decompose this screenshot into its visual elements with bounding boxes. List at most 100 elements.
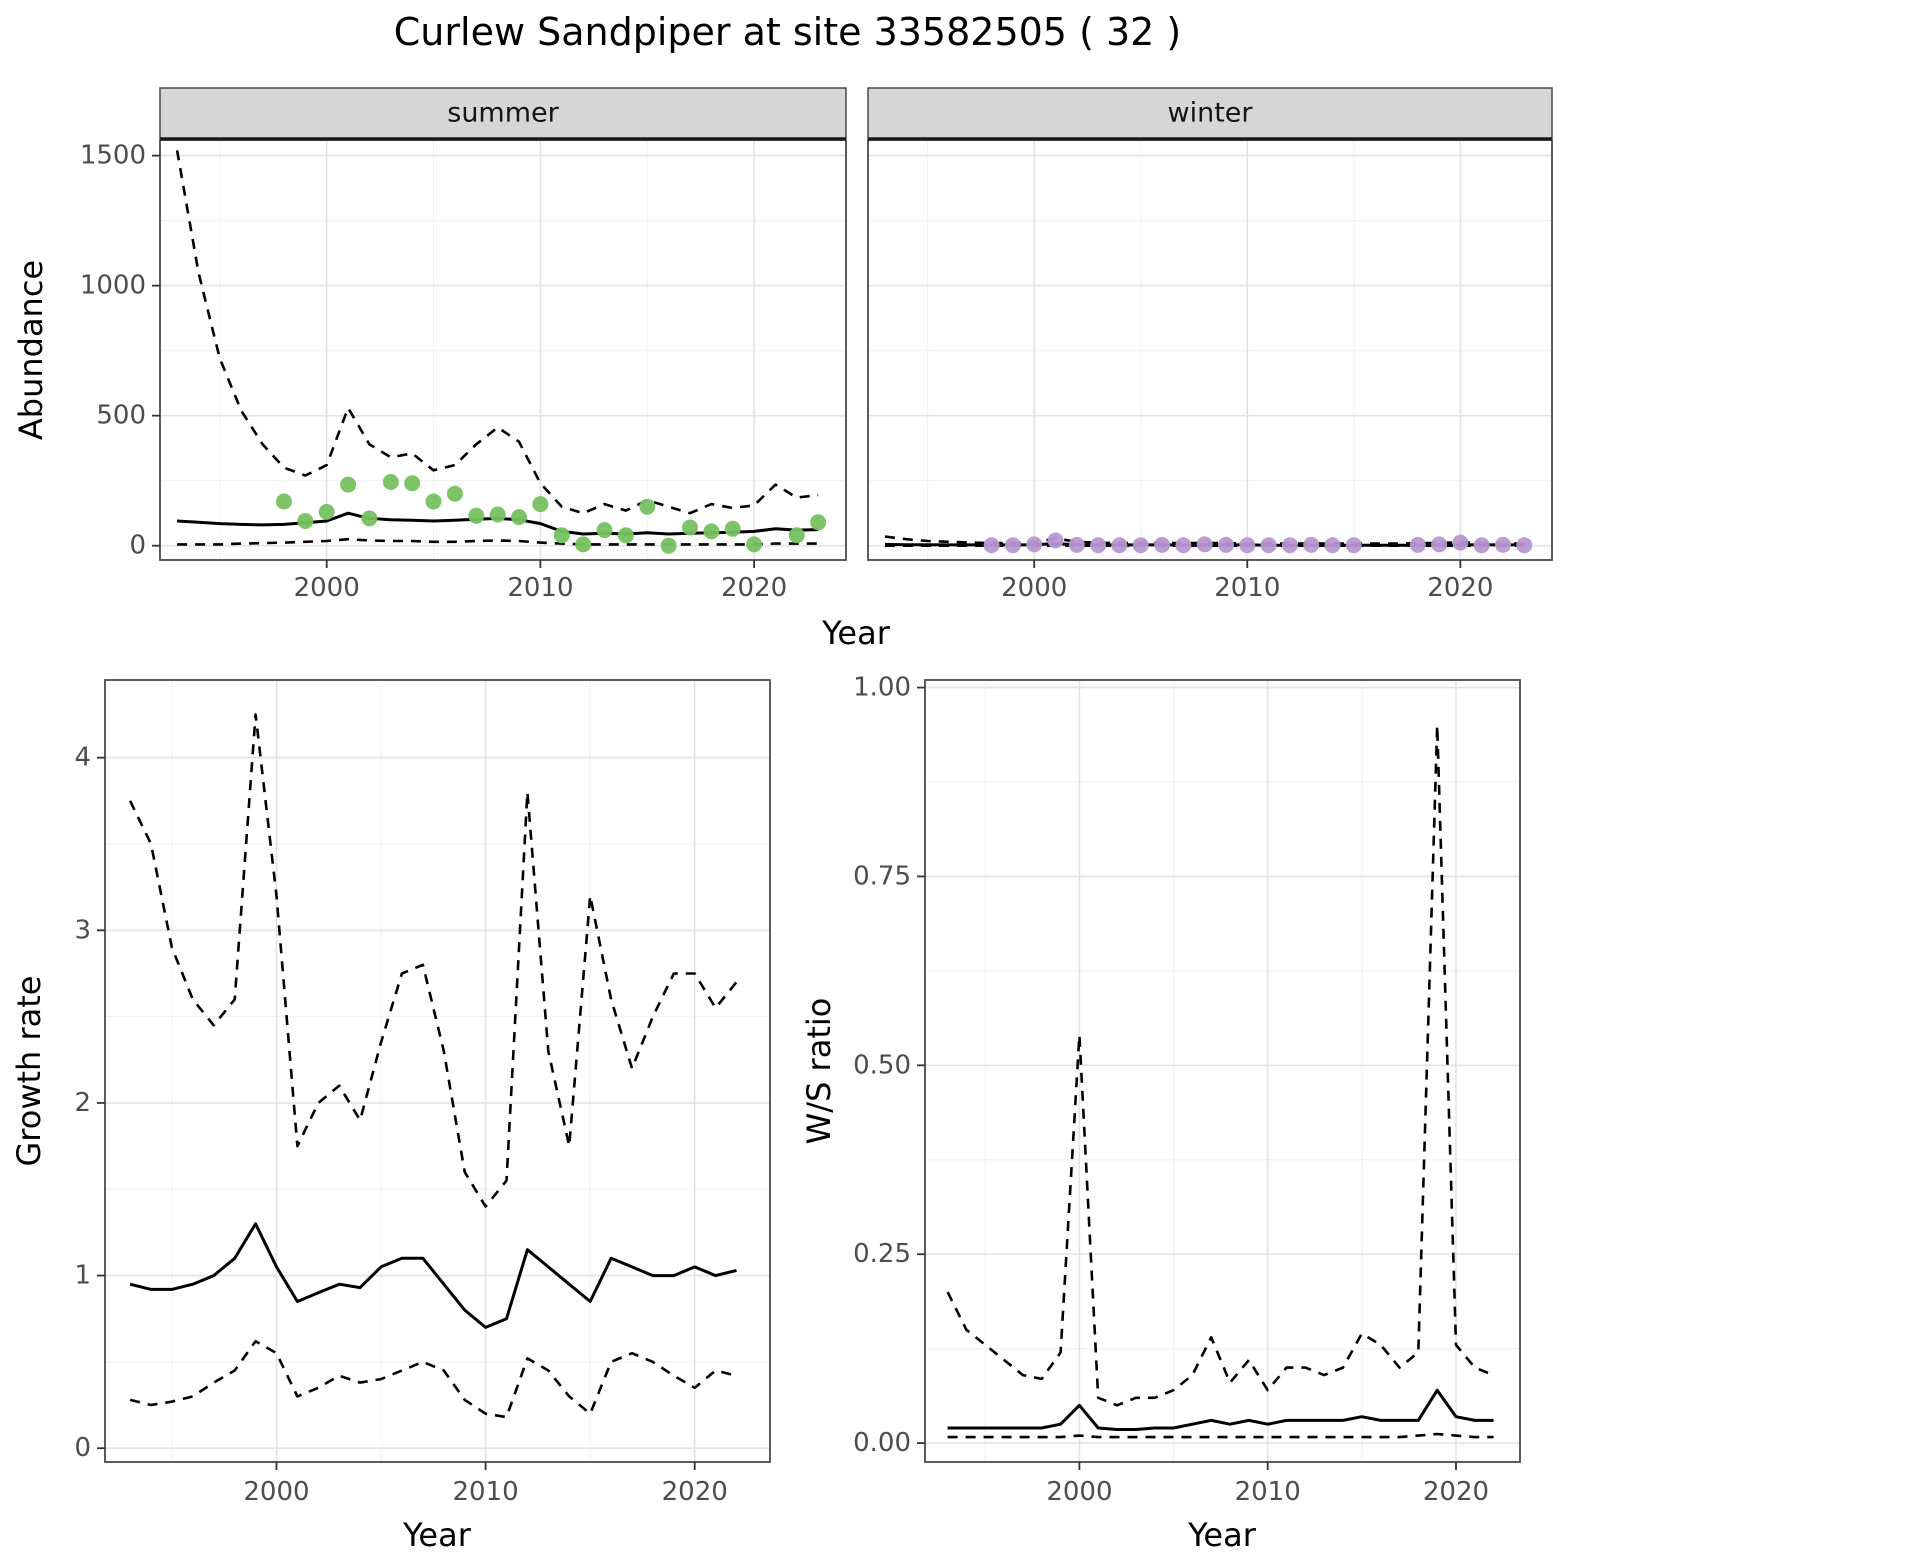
data-point <box>1260 537 1277 554</box>
x-tick-label: 2020 <box>721 573 787 603</box>
x-tick-label: 2010 <box>453 1477 519 1507</box>
facet-strip <box>159 87 847 139</box>
panel-abundance-winter: 2000 2010 2020 winter <box>867 87 1553 603</box>
y-axis-title-growth-rate: Growth rate <box>10 976 48 1167</box>
data-point <box>703 523 720 540</box>
panel-abundance-summer: 2000 2010 2020 0 500 1000 1500 summer <box>80 87 847 603</box>
data-point <box>489 506 506 523</box>
y-tick-label: 2 <box>74 1088 91 1118</box>
series-upper-ci <box>946 724 1495 1407</box>
y-tick-label: 0.50 <box>853 1050 911 1080</box>
data-point <box>596 522 613 539</box>
y-tick-label: 0 <box>74 1433 91 1463</box>
data-point <box>1495 536 1511 553</box>
data-point <box>810 514 827 531</box>
data-point <box>404 475 421 492</box>
data-point <box>1132 537 1149 554</box>
data-point <box>639 498 656 515</box>
y-tick-label: 500 <box>96 401 146 431</box>
data-point <box>382 474 399 490</box>
y-axis-title-ws-ratio: W/S ratio <box>800 998 838 1145</box>
y-tick-label: 3 <box>74 915 91 945</box>
data-point <box>446 485 463 502</box>
data-point <box>1431 536 1448 553</box>
data-point <box>468 507 485 524</box>
x-axis-title-top: Year <box>821 614 891 652</box>
x-tick-label: 2010 <box>507 573 573 603</box>
data-point <box>617 527 634 544</box>
panel-growth-rate: 2000 2010 2020 0 1 2 3 4 <box>74 679 771 1507</box>
data-point <box>1516 537 1533 554</box>
data-point <box>682 519 698 536</box>
series-upper-ci <box>175 150 819 515</box>
data-point <box>1218 536 1234 553</box>
data-point <box>1303 536 1320 553</box>
x-tick-label: 2000 <box>1001 573 1067 603</box>
y-tick-label: 0 <box>129 531 146 561</box>
x-tick-label: 2010 <box>1235 1477 1301 1507</box>
series-mean <box>129 1222 737 1329</box>
data-point <box>1281 537 1298 554</box>
data-point <box>1196 536 1213 553</box>
x-axis-title-ws-ratio: Year <box>1187 1516 1257 1554</box>
data-point <box>575 536 592 553</box>
data-point <box>660 537 677 554</box>
x-axis-title-growth-rate: Year <box>402 1516 472 1554</box>
y-tick-label: 0.75 <box>853 861 911 891</box>
data-point <box>1239 537 1256 554</box>
x-tick-label: 2020 <box>1427 573 1493 603</box>
data-point <box>1068 536 1085 553</box>
series-upper-ci <box>128 713 738 1208</box>
y-axis-title-abundance: Abundance <box>12 260 50 440</box>
data-point <box>1175 537 1192 554</box>
y-tick-label: 0.25 <box>853 1239 911 1269</box>
y-tick-label: 1500 <box>80 141 146 171</box>
data-point <box>1047 532 1064 549</box>
data-point <box>318 503 335 520</box>
panel-ws-ratio: 2000 2010 2020 0.00 0.25 0.50 0.75 1.00 <box>853 673 1521 1507</box>
panel-border <box>924 679 1521 1463</box>
data-point <box>276 493 292 510</box>
y-tick-label: 4 <box>74 743 91 773</box>
x-tick-label: 2020 <box>662 1477 728 1507</box>
data-point <box>1090 537 1107 554</box>
data-point <box>532 496 549 513</box>
chart-title: Curlew Sandpiper at site 33582505 ( 32 ) <box>393 10 1182 54</box>
y-tick-label: 1.00 <box>853 673 911 703</box>
data-point <box>340 476 357 493</box>
x-tick-label: 2000 <box>1046 1477 1112 1507</box>
panel-background <box>105 680 770 1462</box>
panel-background <box>160 140 846 560</box>
facet-strip-label: winter <box>1168 98 1254 129</box>
data-point <box>1452 534 1469 551</box>
data-point <box>511 509 527 526</box>
data-point <box>361 510 378 527</box>
data-point <box>1026 536 1043 553</box>
data-point <box>425 493 442 510</box>
facet-strip-label: summer <box>447 98 559 129</box>
y-tick-label: 1 <box>74 1261 91 1291</box>
x-tick-label: 2000 <box>294 573 360 603</box>
data-point <box>1324 537 1341 554</box>
y-tick-label: 1000 <box>80 271 146 301</box>
data-point <box>1345 537 1362 554</box>
x-tick-label: 2010 <box>1214 573 1280 603</box>
data-point <box>1154 536 1171 553</box>
y-tick-label: 0.00 <box>853 1428 911 1458</box>
x-tick-label: 2000 <box>243 1477 309 1507</box>
panel-background <box>925 680 1520 1462</box>
data-point <box>983 537 1000 554</box>
data-point <box>1409 536 1426 553</box>
data-point <box>724 520 741 537</box>
data-point <box>788 527 805 544</box>
series-lower-ci <box>947 1432 1494 1439</box>
data-point <box>297 513 314 529</box>
data-point <box>1473 537 1490 554</box>
data-point <box>746 536 763 553</box>
data-point <box>553 527 570 544</box>
data-point <box>1004 537 1021 554</box>
series-mean <box>947 1388 1494 1431</box>
panel-background <box>868 140 1552 560</box>
